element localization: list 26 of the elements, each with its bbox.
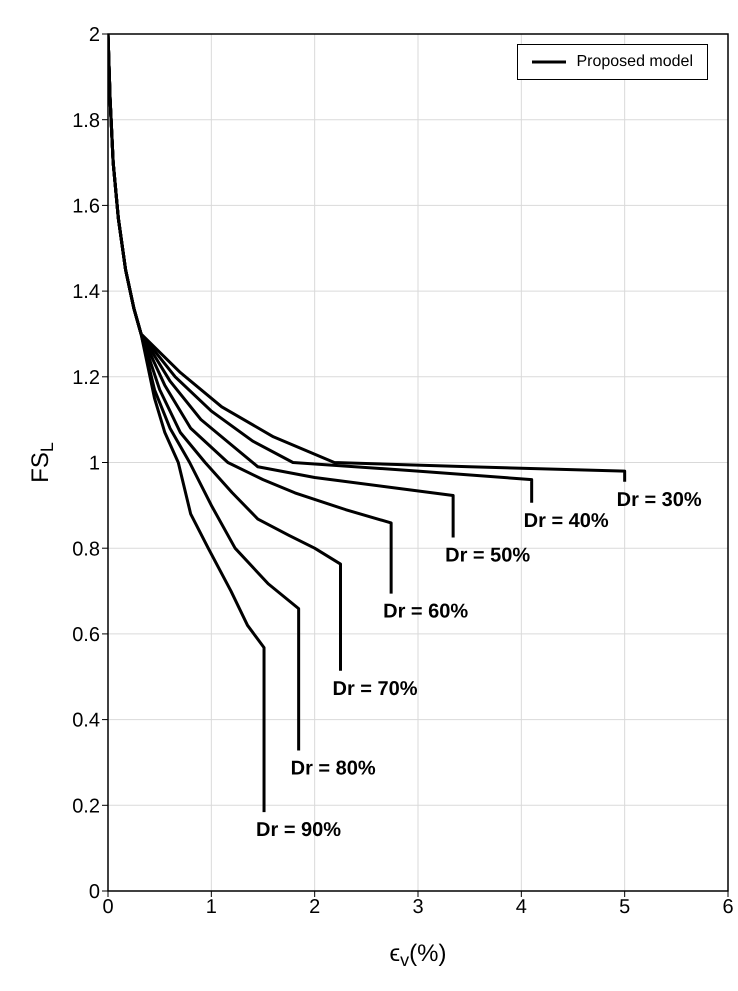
x-tick-label: 4 <box>516 896 527 918</box>
y-tick-label: 1.8 <box>72 110 100 132</box>
y-tick-label: 0 <box>88 881 100 904</box>
annotation: Dr = 80% <box>290 757 376 780</box>
x-tick-label: 5 <box>619 896 630 918</box>
annotation: Dr = 90% <box>256 819 342 842</box>
x-axis-title: ϵ$_{v}$(%) <box>390 940 446 970</box>
y-tick-label: 1.6 <box>72 196 100 218</box>
y-tick-label: 2 <box>88 24 100 46</box>
annotation: Dr = 50% <box>445 544 530 566</box>
annotation: Dr = 60% <box>383 600 468 623</box>
x-tick-label: 2 <box>309 896 320 918</box>
annotation: Dr = 30% <box>616 488 702 511</box>
x-tick-label: 3 <box>412 896 424 918</box>
annotation: Dr = 40% <box>524 510 609 532</box>
y-tick-label: 0.2 <box>72 795 100 818</box>
y-tick-label: 0.4 <box>72 710 100 732</box>
annotation: Dr = 70% <box>332 678 418 700</box>
y-tick-label: 0.6 <box>72 624 100 646</box>
y-tick-label: 1.4 <box>72 281 100 304</box>
y-tick-label: 1 <box>88 452 100 475</box>
legend-label: Proposed model <box>576 53 693 71</box>
y-tick-label: 1.2 <box>72 366 100 389</box>
x-tick-label: 1 <box>206 896 217 918</box>
x-tick-label: 6 <box>722 896 734 918</box>
y-tick-label: 0.8 <box>72 538 100 560</box>
